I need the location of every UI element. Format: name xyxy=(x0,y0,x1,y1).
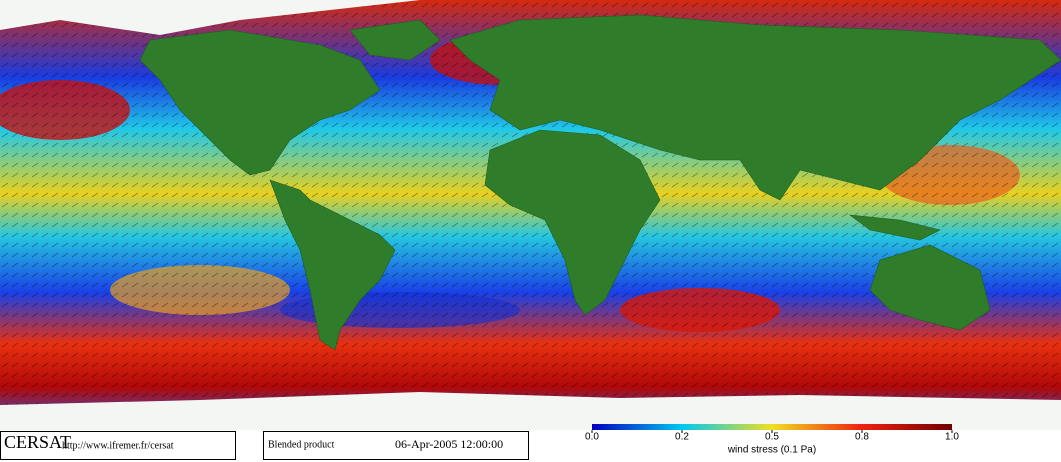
colorbar-tick-label: 0.0 xyxy=(585,432,599,443)
logo-box xyxy=(0,431,236,460)
footer: CERSAT http://www.ifremer.fr/cersat Blen… xyxy=(0,424,1061,462)
url: http://www.ifremer.fr/cersat xyxy=(62,440,174,451)
continents xyxy=(0,0,1061,430)
colorbar xyxy=(592,424,952,430)
colorbar-tick-label: 0.8 xyxy=(855,432,869,443)
logo: CERSAT xyxy=(4,432,71,452)
colorbar-tick-label: 0.5 xyxy=(765,432,779,443)
product: Blended product xyxy=(268,439,335,450)
date: 06-Apr-2005 12:00:00 xyxy=(395,437,503,451)
product-box xyxy=(263,431,529,460)
colorbar-tick-label: 1.0 xyxy=(945,432,959,443)
colorbar-tick-label: 0.2 xyxy=(675,432,689,443)
colorbar-label: wind stress (0.1 Pa) xyxy=(727,445,816,456)
